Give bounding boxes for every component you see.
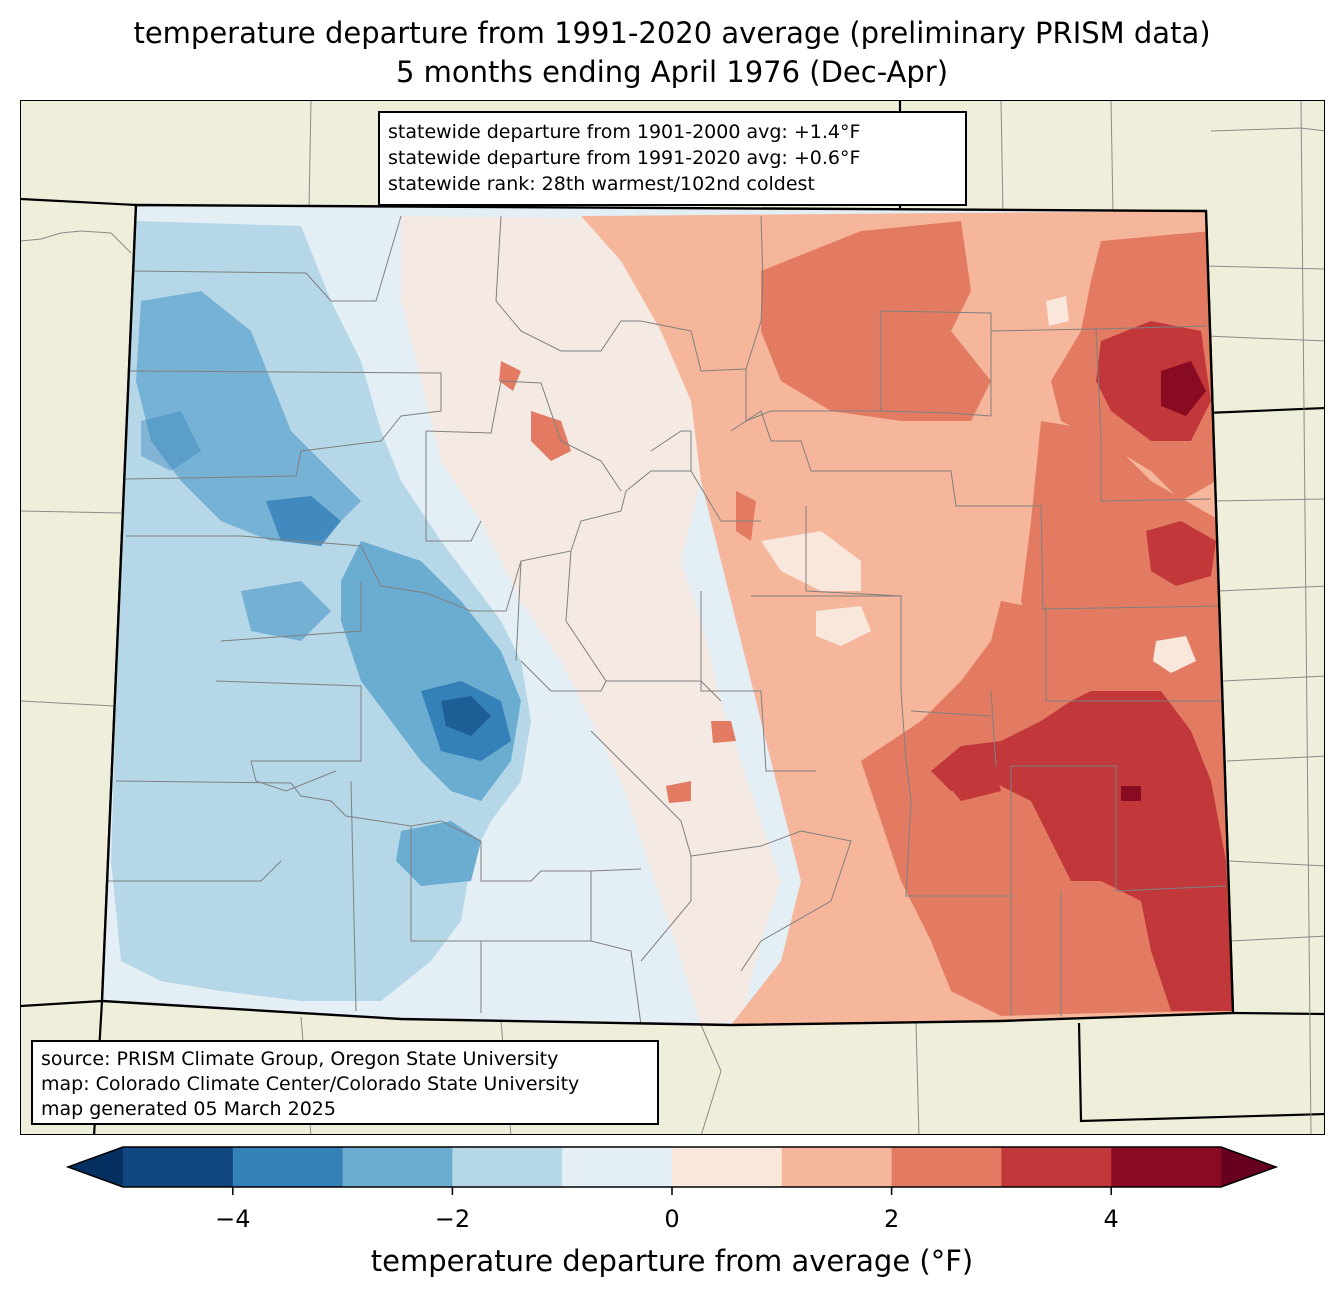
map-area: [20, 100, 1325, 1135]
colorbar-under-arrow: [68, 1147, 123, 1187]
colorbar-tick-label: 4: [1104, 1205, 1119, 1233]
colorbar-segment: [1111, 1147, 1222, 1187]
colorado-map: [21, 101, 1324, 1134]
colorbar-outline: [65, 1146, 1279, 1188]
colorbar-segment: [342, 1147, 453, 1187]
colorado-state-border: [100, 203, 1235, 1027]
colorbar-segment: [891, 1147, 1002, 1187]
stats-departure-1901-2000: statewide departure from 1901-2000 avg: …: [388, 121, 861, 143]
map-credit-line: map: Colorado Climate Center/Colorado St…: [41, 1073, 580, 1095]
map-title-line2: 5 months ending April 1976 (Dec-Apr): [395, 55, 949, 89]
colorbar-segment: [452, 1147, 563, 1187]
county-lines: [106, 215, 1227, 1025]
map-title-line1: temperature departure from 1991-2020 ave…: [133, 16, 1211, 50]
temperature-field: [102, 205, 1233, 1025]
colorbar-tick-label: 0: [664, 1205, 679, 1233]
colorbar-segment: [123, 1147, 234, 1187]
source-credits-box: source: PRISM Climate Group, Oregon Stat…: [31, 1040, 659, 1125]
stats-rank: statewide rank: 28th warmest/102nd colde…: [388, 173, 815, 195]
colorbar-segment: [562, 1147, 673, 1187]
colorbar-segment: [672, 1147, 783, 1187]
stats-departure-1991-2020: statewide departure from 1991-2020 avg: …: [388, 147, 861, 169]
source-line: source: PRISM Climate Group, Oregon Stat…: [41, 1048, 559, 1070]
colorbar-segment: [781, 1147, 893, 1187]
colorbar-tick-label: 2: [884, 1205, 899, 1233]
colorbar: −4 −2 0 2 4: [0, 1140, 1344, 1299]
colorbar-over-arrow: [1221, 1147, 1276, 1187]
generated-date-line: map generated 05 March 2025: [41, 1098, 336, 1120]
colorbar-svg: −4 −2 0 2 4: [65, 1146, 1279, 1233]
neighbor-county-lines: [21, 101, 1324, 1134]
colorbar-tick-label: −4: [215, 1205, 250, 1233]
colorbar-segment: [232, 1147, 344, 1187]
colorbar-label: temperature departure from average (°F): [370, 1244, 974, 1278]
statewide-stats-box: statewide departure from 1901-2000 avg: …: [378, 111, 967, 206]
colorbar-segment: [1001, 1147, 1112, 1187]
colorbar-tick-label: −2: [435, 1205, 470, 1233]
